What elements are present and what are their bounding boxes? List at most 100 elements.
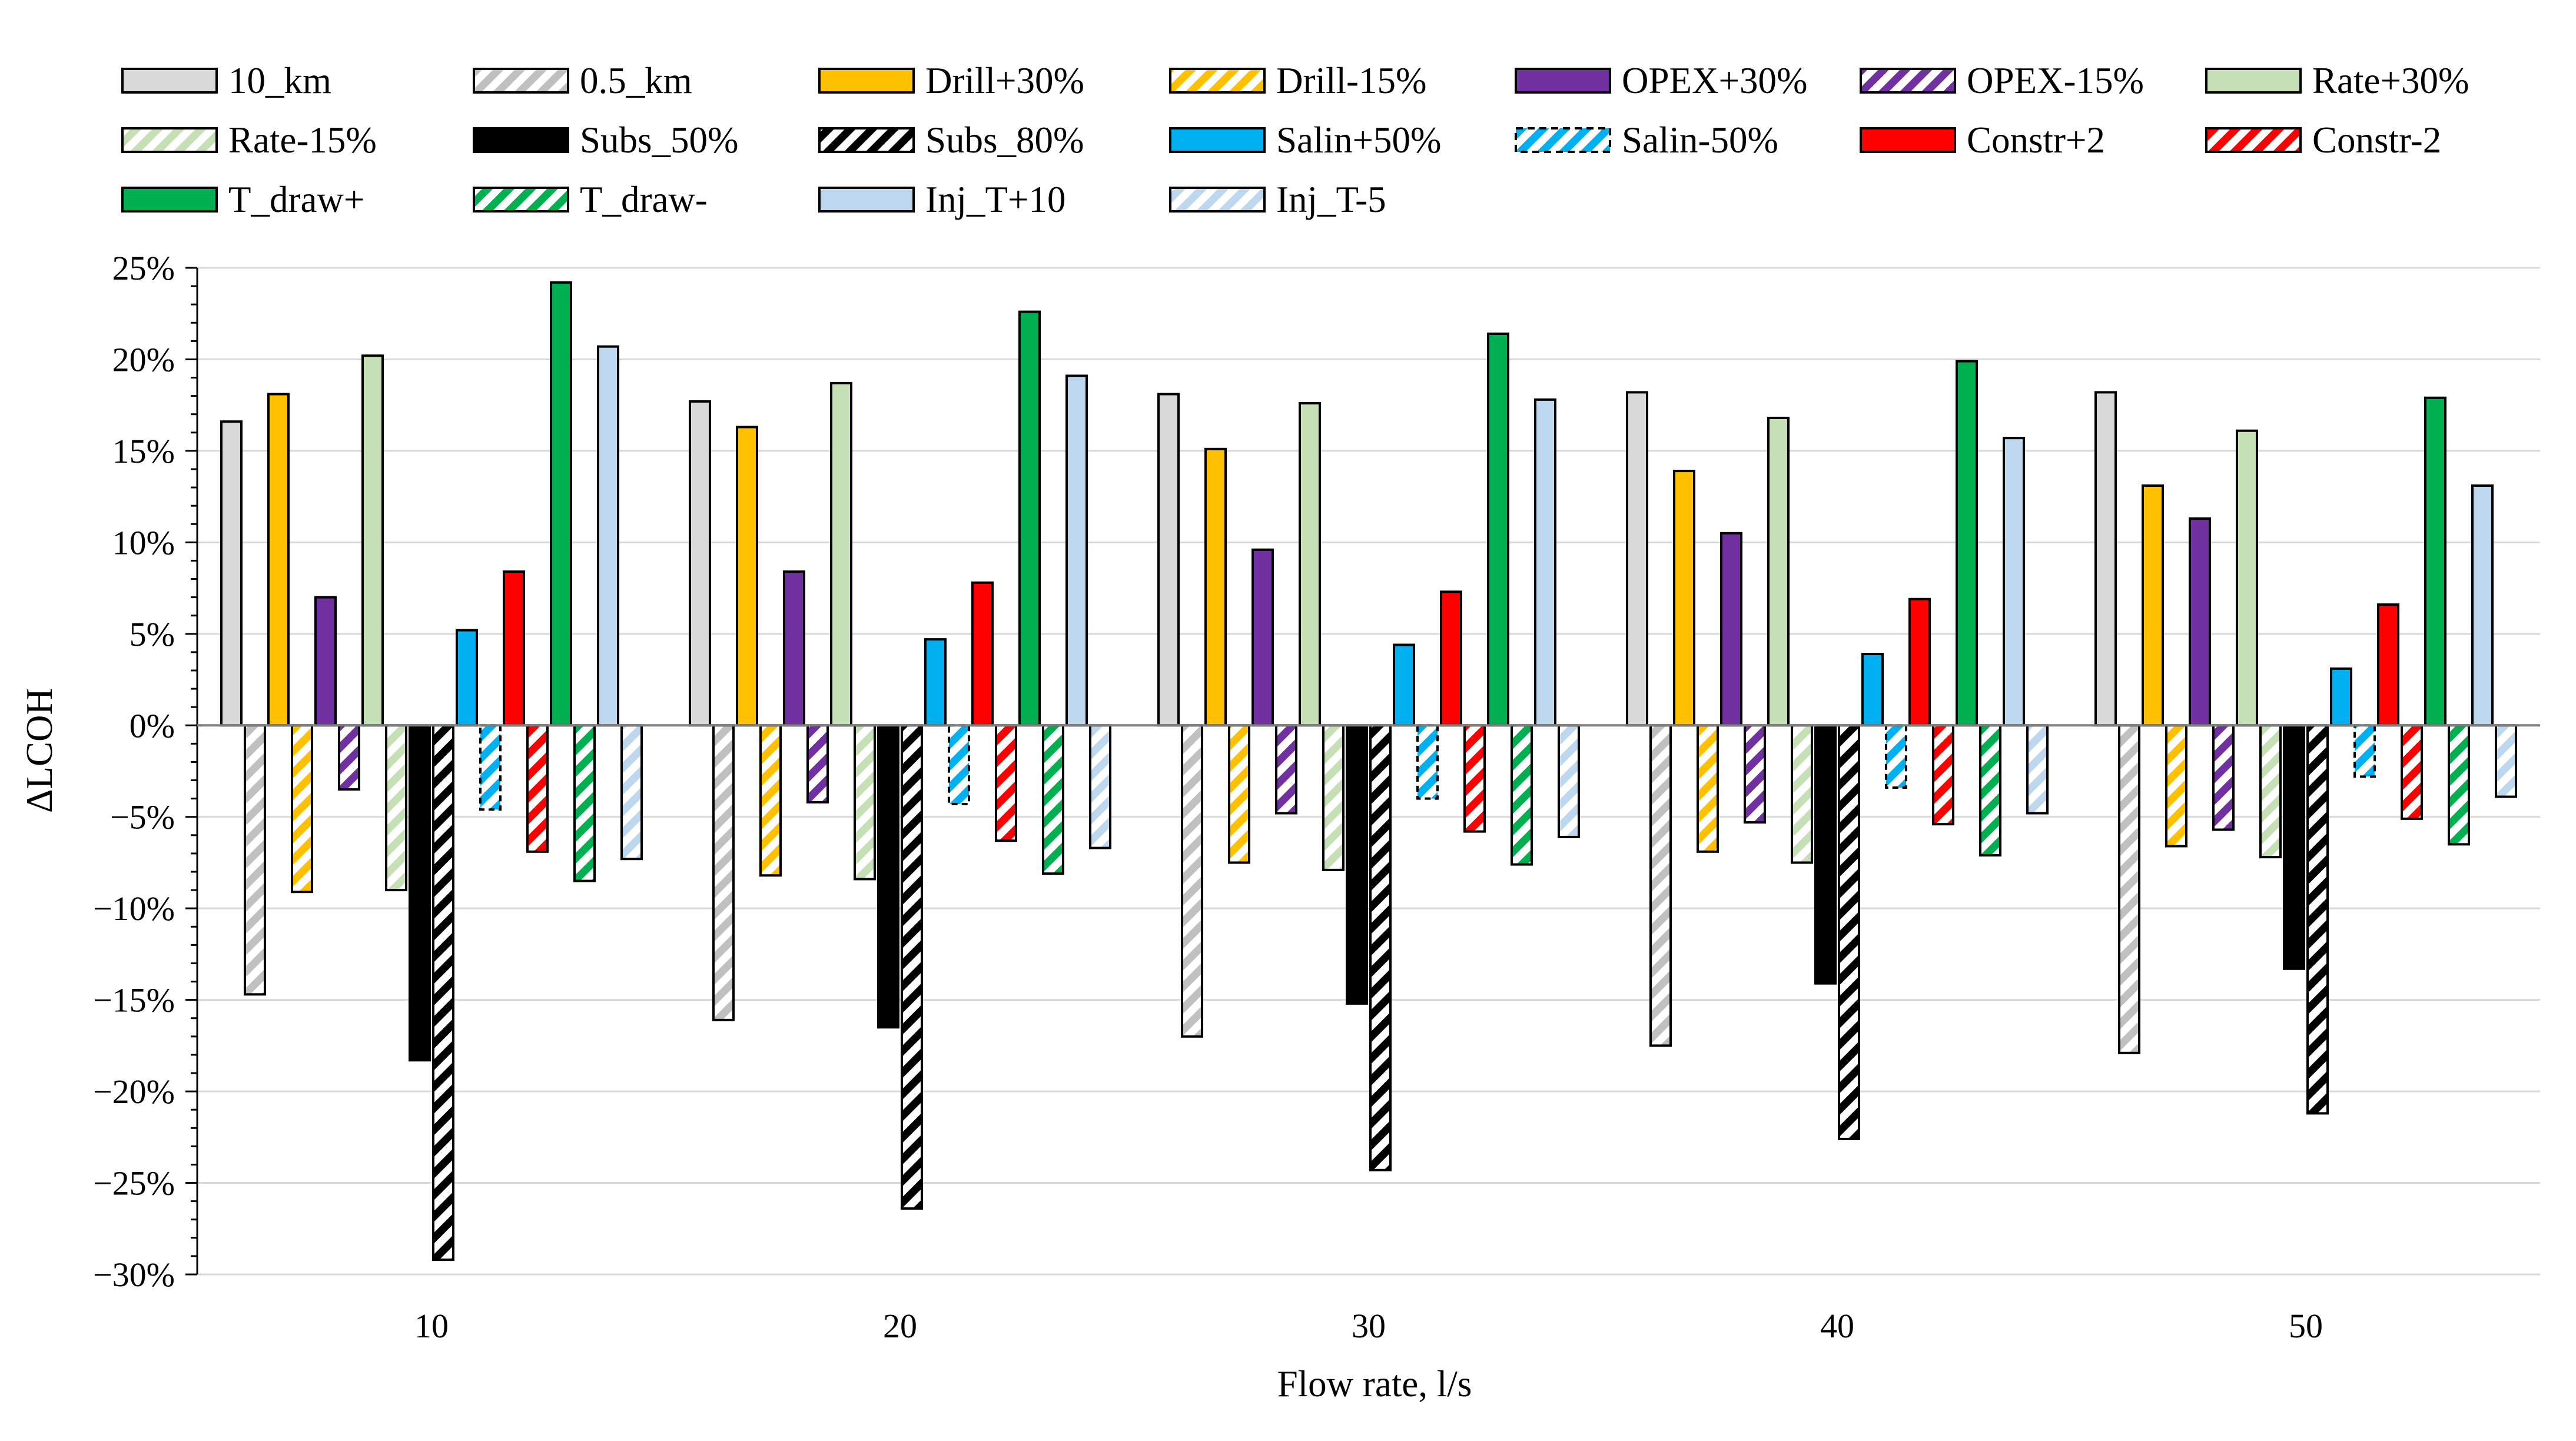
legend-label: Rate-15%	[228, 119, 377, 161]
legend-label: Drill+30%	[925, 60, 1084, 101]
legend-label: Subs_80%	[925, 119, 1084, 161]
bar-inj-t-10-10	[597, 345, 619, 727]
legend-swatch	[473, 187, 569, 213]
bar-opex-15-30	[1275, 724, 1297, 815]
legend-label: Constr+2	[1967, 119, 2105, 161]
legend-item-10-km: 10_km	[121, 60, 331, 101]
legend-swatch	[473, 68, 569, 94]
bar-inj-t-5-20	[1089, 724, 1111, 849]
x-axis: 10 20 30 40 50	[197, 724, 2540, 1345]
legend-swatch	[1860, 68, 1956, 94]
bar-drill-30-50	[2142, 484, 2164, 727]
bar-t-draw-10	[550, 281, 572, 727]
legend-label: Inj_T+10	[925, 179, 1066, 220]
bar-inj-t-10-50	[2471, 484, 2494, 727]
bar-10-km-50	[2094, 391, 2117, 727]
bar-rate-30-10	[361, 354, 384, 727]
legend-label: Rate+30%	[2312, 60, 2469, 101]
y-tick-label: −20%	[93, 1073, 175, 1111]
bar-0-5-km-20	[712, 724, 735, 1021]
legend-swatch	[1860, 127, 1956, 153]
x-tick-label: 30	[1352, 1307, 1386, 1345]
legend-item-salin-50: Salin+50%	[1169, 119, 1442, 161]
bar-salin-50-50	[2330, 667, 2352, 727]
legend-label: Subs_50%	[580, 119, 739, 161]
legend-label: T_draw-	[580, 179, 708, 220]
bar-drill-30-10	[267, 393, 290, 727]
bar-salin-50-20	[924, 638, 947, 727]
y-axis: 25% 20% 15% 10% 5% 0% −5% −10% −15% −20% −25% −30%	[93, 249, 198, 1294]
bar-inj-t-5-10	[620, 724, 643, 861]
x-tick-label: 40	[1820, 1307, 1854, 1345]
bar-opex-15-40	[1744, 724, 1766, 824]
legend-item-salin-50: Salin-50%	[1515, 119, 1778, 161]
bar-0-5-km-30	[1181, 724, 1203, 1038]
legend-swatch	[2205, 68, 2302, 94]
legend-item-inj-t-5: Inj_T-5	[1169, 179, 1386, 220]
bar-salin-50-30	[1393, 643, 1415, 727]
bar-constr-2-50	[2401, 724, 2423, 820]
x-axis-title: Flow rate, l/s	[1277, 1363, 1472, 1405]
bar-10-km-20	[689, 400, 711, 727]
legend-swatch	[818, 68, 915, 94]
legend-swatch	[1515, 68, 1611, 94]
legend-swatch	[121, 187, 218, 213]
bar-t-draw-40	[1956, 360, 1978, 727]
legend-swatch	[2205, 127, 2302, 153]
bar-subs-50-50	[2283, 724, 2305, 970]
x-tick-label: 20	[883, 1307, 917, 1345]
bar-constr-2-40	[1908, 597, 1931, 727]
bar-t-draw-50	[2424, 396, 2446, 727]
legend-item-t-draw: T_draw+	[121, 179, 364, 220]
legend-item-rate-30: Rate+30%	[2205, 60, 2469, 101]
legend-swatch	[818, 187, 915, 213]
legend-swatch	[1169, 68, 1266, 94]
legend-swatch	[1169, 187, 1266, 213]
bar-t-draw-30	[1487, 332, 1509, 727]
bar-constr-2-40	[1932, 724, 1954, 826]
bar-constr-2-10	[526, 724, 549, 853]
legend-label: OPEX+30%	[1622, 60, 1808, 101]
bar-rate-30-20	[830, 381, 852, 727]
legend-label: Inj_T-5	[1276, 179, 1386, 220]
bar-constr-2-50	[2377, 603, 2399, 727]
bar-t-draw-30	[1511, 724, 1533, 866]
legend-item-constr-2: Constr+2	[1860, 119, 2105, 161]
bar-inj-t-5-40	[2026, 724, 2049, 815]
bar-inj-t-10-40	[2003, 437, 2025, 727]
bar-10-km-30	[1157, 393, 1180, 727]
bar-inj-t-5-50	[2495, 724, 2517, 798]
bar-t-draw-50	[2448, 724, 2470, 846]
bar-constr-2-10	[503, 570, 525, 727]
bar-salin-50-30	[1416, 724, 1439, 800]
bar-subs-50-40	[1814, 724, 1837, 985]
bar-drill-15-40	[1697, 724, 1719, 853]
legend-label: 0.5_km	[580, 60, 692, 101]
legend-swatch	[1515, 127, 1611, 153]
y-tick-label: 15%	[112, 432, 175, 470]
bar-inj-t-10-20	[1065, 374, 1088, 727]
bar-10-km-40	[1626, 391, 1648, 727]
bar-constr-2-30	[1440, 590, 1462, 727]
legend-item-0-5-km: 0.5_km	[473, 60, 692, 101]
y-tick-label: 25%	[112, 249, 175, 287]
bar-opex-30-10	[314, 596, 337, 727]
bar-opex-15-50	[2212, 724, 2235, 831]
bar-0-5-km-40	[1649, 724, 1672, 1047]
legend-label: Constr-2	[2312, 119, 2441, 161]
legend-item-drill-30: Drill+30%	[818, 60, 1084, 101]
y-tick-label: 20%	[112, 340, 175, 378]
bar-constr-2-30	[1463, 724, 1486, 833]
legend-item-subs-50: Subs_50%	[473, 119, 739, 161]
bar-0-5-km-10	[244, 724, 266, 996]
bar-drill-15-10	[291, 724, 313, 894]
legend-label: T_draw+	[228, 179, 364, 220]
bar-rate-30-40	[1767, 416, 1790, 727]
bar-salin-50-50	[2353, 724, 2376, 778]
bar-t-draw-40	[1979, 724, 2001, 857]
bar-opex-30-30	[1252, 548, 1274, 727]
legend-swatch	[473, 127, 569, 153]
legend-item-constr-2: Constr-2	[2205, 119, 2441, 161]
y-tick-label: −15%	[93, 981, 175, 1020]
bar-subs-50-10	[409, 724, 431, 1062]
